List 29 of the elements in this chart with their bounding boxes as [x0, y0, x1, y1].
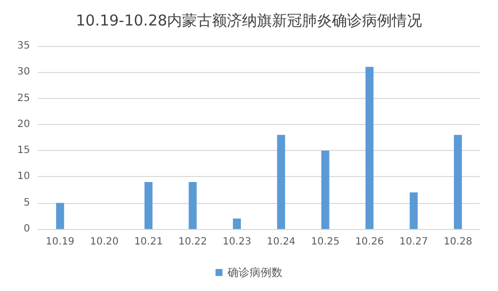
y-tick-label: 20: [17, 118, 30, 130]
x-tick-label: 10.19: [46, 236, 74, 248]
x-tick-label: 10.20: [90, 236, 119, 248]
x-tick-label: 10.23: [222, 236, 252, 248]
x-tick-label: 10.25: [310, 236, 340, 248]
y-tick-label: 15: [17, 145, 30, 156]
x-tick-label: 10.22: [178, 236, 208, 248]
chart-title: 10.19-10.28内蒙古额济纳旗新冠肺炎确诊病例情况: [76, 12, 422, 30]
bar: [232, 218, 241, 229]
bar: [56, 202, 64, 229]
bar: [188, 182, 197, 229]
y-tick-label: 5: [24, 197, 30, 208]
y-tick-label: 25: [17, 92, 30, 104]
x-tick-label: 10.28: [444, 236, 472, 248]
bar: [277, 134, 286, 229]
x-tick-label: 10.26: [355, 236, 384, 248]
y-tick-label: 35: [17, 40, 30, 52]
y-tick-label: 0: [24, 224, 30, 234]
bar: [366, 66, 374, 229]
legend-label: 确诊病例数: [226, 266, 282, 279]
y-tick-label: 10: [17, 171, 30, 182]
x-tick-label: 10.24: [266, 236, 296, 248]
bar: [144, 182, 152, 229]
x-tick-label: 10.27: [399, 236, 428, 248]
x-tick-label: 10.21: [134, 236, 163, 248]
bar: [454, 134, 462, 229]
bar: [321, 150, 330, 229]
bar: [410, 192, 418, 229]
y-tick-label: 30: [17, 66, 30, 78]
